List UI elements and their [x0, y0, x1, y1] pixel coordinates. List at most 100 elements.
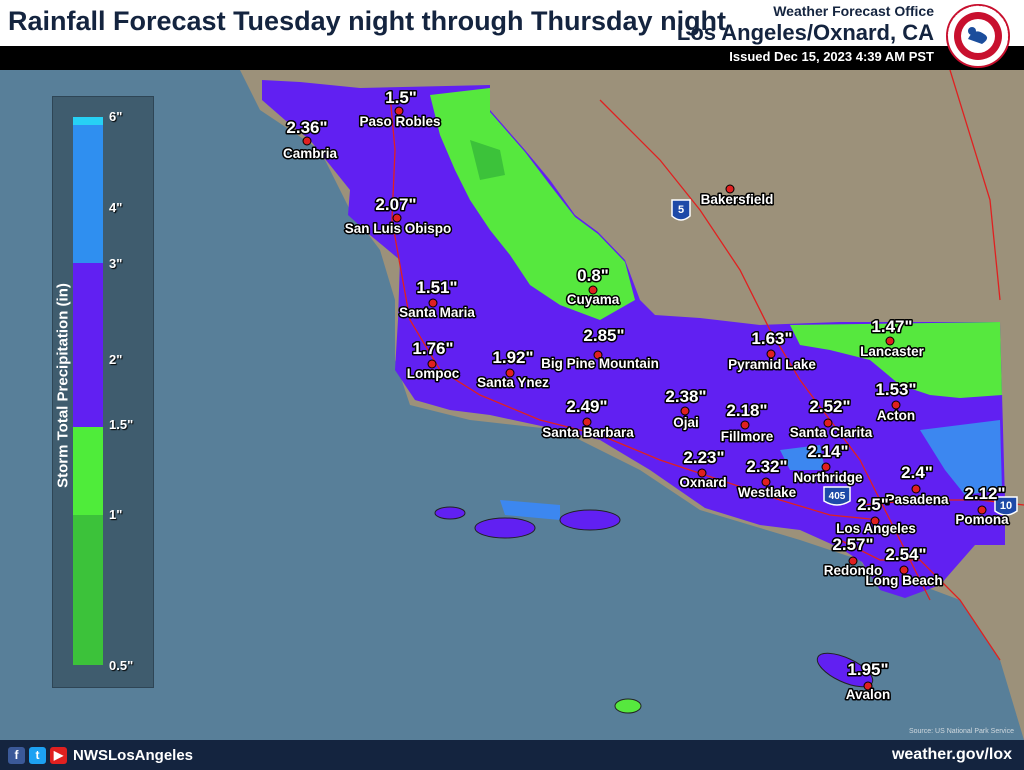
forecast-point: 1.63" Pyramid Lake — [727, 328, 818, 374]
city-dot — [766, 349, 776, 359]
city-name: Ojai — [673, 415, 699, 430]
island-santa-cruz — [474, 517, 536, 539]
rainfall-amount: 1.63" — [751, 329, 792, 348]
rainfall-amount: 1.51" — [416, 278, 457, 297]
legend-tick: 0.5" — [109, 658, 134, 673]
forecast-point: 2.07" San Luis Obispo — [343, 194, 453, 238]
city-name: Santa Barbara — [542, 425, 634, 440]
rainfall-amount: 2.12" — [964, 484, 1005, 503]
legend-segment-1in — [73, 515, 103, 665]
forecast-point: 2.85" Big Pine Mountain — [540, 325, 661, 373]
city-dot — [697, 468, 707, 478]
city-name: Paso Robles — [359, 114, 440, 129]
island-catalina — [816, 652, 874, 688]
svg-text:5: 5 — [678, 204, 684, 216]
rainfall-amount: 2.85" — [583, 326, 624, 345]
city-name: Oxnard — [679, 475, 726, 490]
legend-tick: 1" — [109, 507, 123, 522]
city-name: Acton — [877, 408, 915, 423]
city-name: Santa Clarita — [790, 425, 873, 440]
city-dot — [394, 106, 404, 116]
twitter-icon[interactable]: t — [29, 747, 46, 764]
legend-title: Storm Total Precipitation (in) — [54, 283, 72, 488]
forecast-point: 2.36" Cambria — [281, 117, 339, 163]
website-link[interactable]: weather.gov/lox — [891, 746, 1012, 763]
city-dot — [427, 359, 437, 369]
city-dot — [302, 136, 312, 146]
city-dot — [821, 462, 831, 472]
city-name: Santa Maria — [399, 305, 475, 320]
svg-text:405: 405 — [829, 491, 846, 502]
forecast-point: 2.14" Northridge — [792, 441, 864, 487]
forecast-point: 1.76" Lompoc — [405, 338, 461, 383]
rainfall-amount: 2.52" — [809, 397, 850, 416]
city-dot — [891, 400, 901, 410]
rainfall-amount: 2.49" — [566, 397, 607, 416]
city-dot — [593, 350, 603, 360]
county-border — [949, 70, 1001, 301]
rainfall-map: 5 405 10 1.5" Paso Robles 2.36" Cambria 2.07… — [240, 70, 1024, 740]
interstate-5-shield: 5 — [671, 199, 691, 221]
highway-101 — [389, 94, 881, 521]
legend-tick: 4" — [109, 200, 123, 215]
forecast-point: 2.38" Ojai — [664, 386, 708, 432]
header-bar: Rainfall Forecast Tuesday night through … — [0, 0, 1024, 46]
rainfall-amount: 2.5" — [857, 495, 889, 514]
rainfall-amount: 1.95" — [847, 660, 888, 679]
island-san-miguel — [434, 506, 466, 520]
legend-tick: 2" — [109, 352, 123, 367]
legend-segment-1-5in — [73, 427, 103, 515]
footer-bar: f t ▶ NWSLosAngeles weather.gov/lox — [0, 740, 1024, 770]
legend-tick: 1.5" — [109, 417, 134, 432]
city-dot — [582, 417, 592, 427]
rainfall-amount: 2.14" — [807, 442, 848, 461]
city-dot — [977, 505, 987, 515]
legend-tick: 6" — [109, 109, 123, 124]
office-name: Los Angeles/Oxnard, CA — [676, 20, 934, 45]
city-name: Pomona — [955, 512, 1009, 527]
rainfall-amount: 2.07" — [375, 195, 416, 214]
rainfall-amount: 1.47" — [871, 317, 912, 336]
city-name: Northridge — [794, 470, 863, 485]
forecast-area-blue-1 — [920, 420, 1002, 495]
forecast-point: 1.53" Acton — [874, 379, 918, 425]
issued-bar: Issued Dec 15, 2023 4:39 AM PST — [0, 46, 1024, 70]
forecast-point: 2.12" Pomona — [954, 483, 1011, 529]
social-handle[interactable]: NWSLosAngeles — [73, 747, 194, 764]
city-name: Lancaster — [860, 344, 925, 359]
city-name: Westlake — [738, 485, 797, 500]
forecast-point: 2.5" Los Angeles — [835, 494, 918, 538]
city-name: Big Pine Mountain — [541, 356, 659, 371]
forecast-point: 2.49" Santa Barbara — [541, 396, 636, 442]
legend-segment-3in — [73, 263, 103, 427]
forecast-area-blue-2 — [500, 500, 560, 520]
interstate-405-shield: 405 — [823, 486, 851, 506]
city-name: Santa Ynez — [477, 375, 549, 390]
city-name: Pasadena — [885, 492, 949, 507]
forecast-area-green-kern — [470, 140, 505, 180]
city-dot — [870, 516, 880, 526]
city-name: Avalon — [846, 687, 891, 702]
facebook-icon[interactable]: f — [8, 747, 25, 764]
forecast-point: 2.32" Westlake — [736, 456, 798, 502]
forecast-point: 1.95" Avalon — [844, 659, 892, 704]
page-title: Rainfall Forecast Tuesday night through … — [8, 6, 727, 36]
place-point: Bakersfield — [699, 184, 775, 209]
forecast-area-green-desert — [790, 322, 1002, 398]
highway-5 — [599, 99, 931, 601]
issued-time: Issued Dec 15, 2023 4:39 AM PST — [729, 49, 934, 64]
forecast-point: 1.47" Lancaster — [859, 316, 927, 361]
city-dot — [823, 418, 833, 428]
legend-segment-4in — [73, 125, 103, 263]
forecast-point: 2.52" Santa Clarita — [788, 396, 874, 442]
youtube-icon[interactable]: ▶ — [50, 747, 67, 764]
city-name: Pyramid Lake — [728, 357, 816, 372]
rainfall-amount: 2.23" — [683, 448, 724, 467]
city-dot — [428, 298, 438, 308]
city-name: Fillmore — [721, 429, 774, 444]
city-name: Los Angeles — [836, 521, 916, 536]
city-name: Bakersfield — [701, 192, 774, 207]
city-name: Cuyama — [567, 292, 620, 307]
legend-tick: 3" — [109, 256, 123, 271]
forecast-point: 1.51" Santa Maria — [398, 277, 477, 322]
